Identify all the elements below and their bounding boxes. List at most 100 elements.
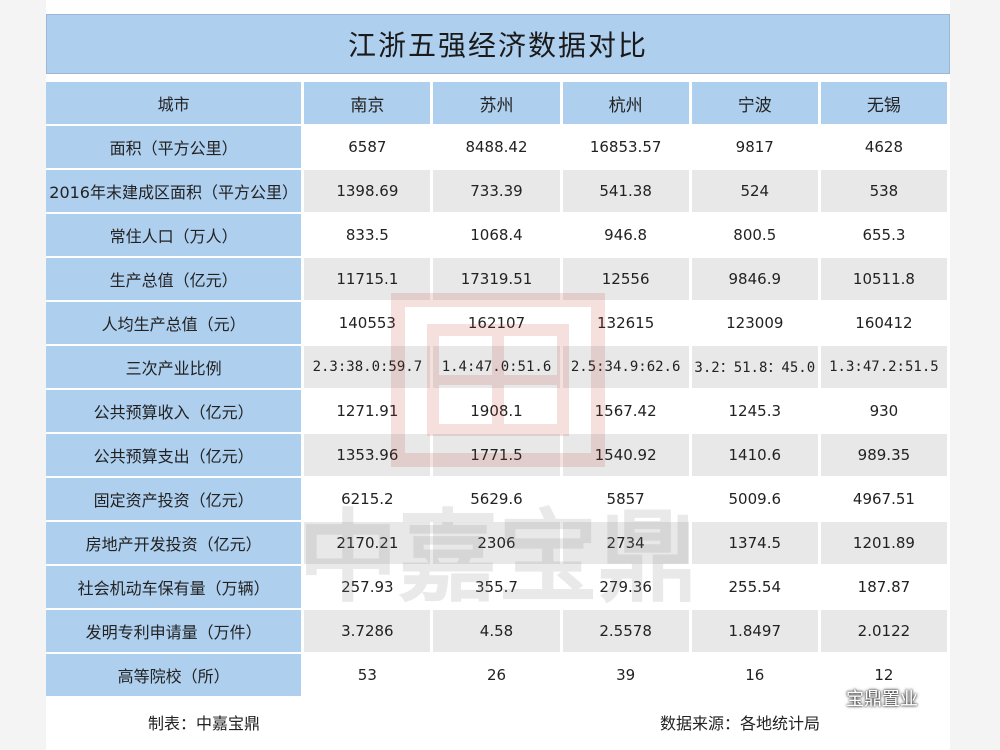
table-cell: 5629.6 (433, 478, 563, 520)
row-label: 常住人口（万人） (46, 214, 305, 256)
header-city: 宁波 (691, 82, 821, 124)
table-row: 社会机动车保有量（万辆） 257.93 355.7 279.36 255.54 187.8… (46, 566, 950, 608)
table-cell: 2.0122 (820, 610, 950, 652)
table-cell: 2306 (433, 522, 563, 564)
table-cell: 946.8 (562, 214, 692, 256)
table-row: 人均生产总值（元） 140553 162107 132615 123009 160412 (46, 302, 950, 344)
table-cell: 1.4:47.0:51.6 (433, 346, 563, 388)
table-cell: 541.38 (562, 170, 692, 212)
table-cell: 4628 (820, 126, 950, 168)
table-row: 房地产开发投资（亿元） 2170.21 2306 2734 1374.5 1201.89 (46, 522, 950, 564)
table-row: 高等院校（所） 53 26 39 16 12 (46, 654, 950, 696)
table-cell: 5857 (562, 478, 692, 520)
table-cell: 53 (304, 654, 434, 696)
table-row: 三次产业比例2.3:38.0:59.71.4:47.0:51.62.5:34.9… (46, 346, 950, 388)
table-cell: 3.2：51.8：45.0 (691, 346, 821, 388)
table-cell: 355.7 (433, 566, 563, 608)
table-cell: 16853.57 (562, 126, 692, 168)
table-cell: 5009.6 (691, 478, 821, 520)
table-cell: 279.36 (562, 566, 692, 608)
table-row: 公共预算支出（亿元） 1353.96 1771.5 1540.92 1410.6 989.… (46, 434, 950, 476)
table-row: 固定资产投资（亿元） 6215.2 5629.6 5857 5009.6 4967.51 (46, 478, 950, 520)
table-cell: 2734 (562, 522, 692, 564)
table-cell: 16 (691, 654, 821, 696)
footer-source: 数据来源：各地统计局 (660, 714, 821, 733)
table-cell: 2.3:38.0:59.7 (304, 346, 434, 388)
table-cell: 12 (820, 654, 950, 696)
table-cell: 1374.5 (691, 522, 821, 564)
seal-watermark (391, 293, 605, 467)
header-city: 南京 (304, 82, 434, 124)
table-cell: 524 (691, 170, 821, 212)
table-cell: 17319.51 (433, 258, 563, 300)
table-cell: 1353.96 (304, 434, 434, 476)
table-cell: 140553 (304, 302, 434, 344)
table-cell: 9817 (691, 126, 821, 168)
table-cell: 4.58 (433, 610, 563, 652)
header-city: 苏州 (433, 82, 563, 124)
table-row: 发明专利申请量（万件） 3.7286 4.58 2.5578 1.8497 2.0122 (46, 610, 950, 652)
table-cell: 930 (820, 390, 950, 432)
table-cell: 1068.4 (433, 214, 563, 256)
table-cell: 12556 (562, 258, 692, 300)
table-cell: 160412 (820, 302, 950, 344)
table-row: 生产总值（亿元） 11715.1 17319.51 12556 9846.9 10511.… (46, 258, 950, 300)
table-cell: 733.39 (433, 170, 563, 212)
header-city-label: 城市 (46, 82, 305, 124)
table-cell: 1410.6 (691, 434, 821, 476)
table-cell: 26 (433, 654, 563, 696)
row-label: 公共预算支出（亿元） (46, 434, 305, 476)
table-cell: 6215.2 (304, 478, 434, 520)
table-cell: 1540.92 (562, 434, 692, 476)
header-city: 无锡 (820, 82, 950, 124)
row-label: 公共预算收入（亿元） (46, 390, 305, 432)
table-cell: 39 (562, 654, 692, 696)
table-cell: 1771.5 (433, 434, 563, 476)
table-cell: 2.5578 (562, 610, 692, 652)
row-label: 面积（平方公里） (46, 126, 305, 168)
table-cell: 255.54 (691, 566, 821, 608)
table-cell: 2.5:34.9:62.6 (562, 346, 692, 388)
table-cell: 989.35 (820, 434, 950, 476)
table-cell: 1245.3 (691, 390, 821, 432)
svg-text:中嘉宝鼎: 中嘉宝鼎 (298, 500, 698, 610)
table-cell: 257.93 (304, 566, 434, 608)
table-cell: 1271.91 (304, 390, 434, 432)
table-cell: 9846.9 (691, 258, 821, 300)
header-row: 城市 南京 苏州 杭州 宁波 无锡 (46, 82, 950, 124)
row-label: 高等院校（所） (46, 654, 305, 696)
table-cell: 8488.42 (433, 126, 563, 168)
row-label: 2016年末建成区面积（平方公里） (46, 170, 305, 212)
footer-maker: 制表：中嘉宝鼎 (148, 714, 261, 733)
table-cell: 2170.21 (304, 522, 434, 564)
table-cell: 1567.42 (562, 390, 692, 432)
table-cell: 3.7286 (304, 610, 434, 652)
row-label: 社会机动车保有量（万辆） (46, 566, 305, 608)
table-row: 常住人口（万人） 833.5 1068.4 946.8 800.5 655.3 (46, 214, 950, 256)
row-label: 固定资产投资（亿元） (46, 478, 305, 520)
row-label: 发明专利申请量（万件） (46, 610, 305, 652)
table-cell: 833.5 (304, 214, 434, 256)
table-cell: 132615 (562, 302, 692, 344)
brand-badge: 宝鼎置业 (800, 684, 918, 712)
table-cell: 538 (820, 170, 950, 212)
table-cell: 1.3:47.2:51.5 (820, 346, 950, 388)
row-label: 生产总值（亿元） (46, 258, 305, 300)
table-cell: 1.8497 (691, 610, 821, 652)
brand-watermark: 中嘉宝鼎 (298, 500, 698, 610)
row-label: 三次产业比例 (46, 346, 305, 388)
table-cell: 800.5 (691, 214, 821, 256)
table-cell: 10511.8 (820, 258, 950, 300)
table-cell: 187.87 (820, 566, 950, 608)
row-label: 房地产开发投资（亿元） (46, 522, 305, 564)
comparison-table: 城市 南京 苏州 杭州 宁波 无锡 面积（平方公里） 6587 8488.42 168… (46, 80, 950, 698)
row-label: 人均生产总值（元） (46, 302, 305, 344)
table-row: 2016年末建成区面积（平方公里） 1398.69 733.39 541.38 524 5… (46, 170, 950, 212)
table-cell: 123009 (691, 302, 821, 344)
table-cell: 655.3 (820, 214, 950, 256)
brand-name: 宝鼎置业 (846, 689, 918, 710)
table-cell: 162107 (433, 302, 563, 344)
wechat-icon (802, 686, 837, 710)
table-cell: 4967.51 (820, 478, 950, 520)
